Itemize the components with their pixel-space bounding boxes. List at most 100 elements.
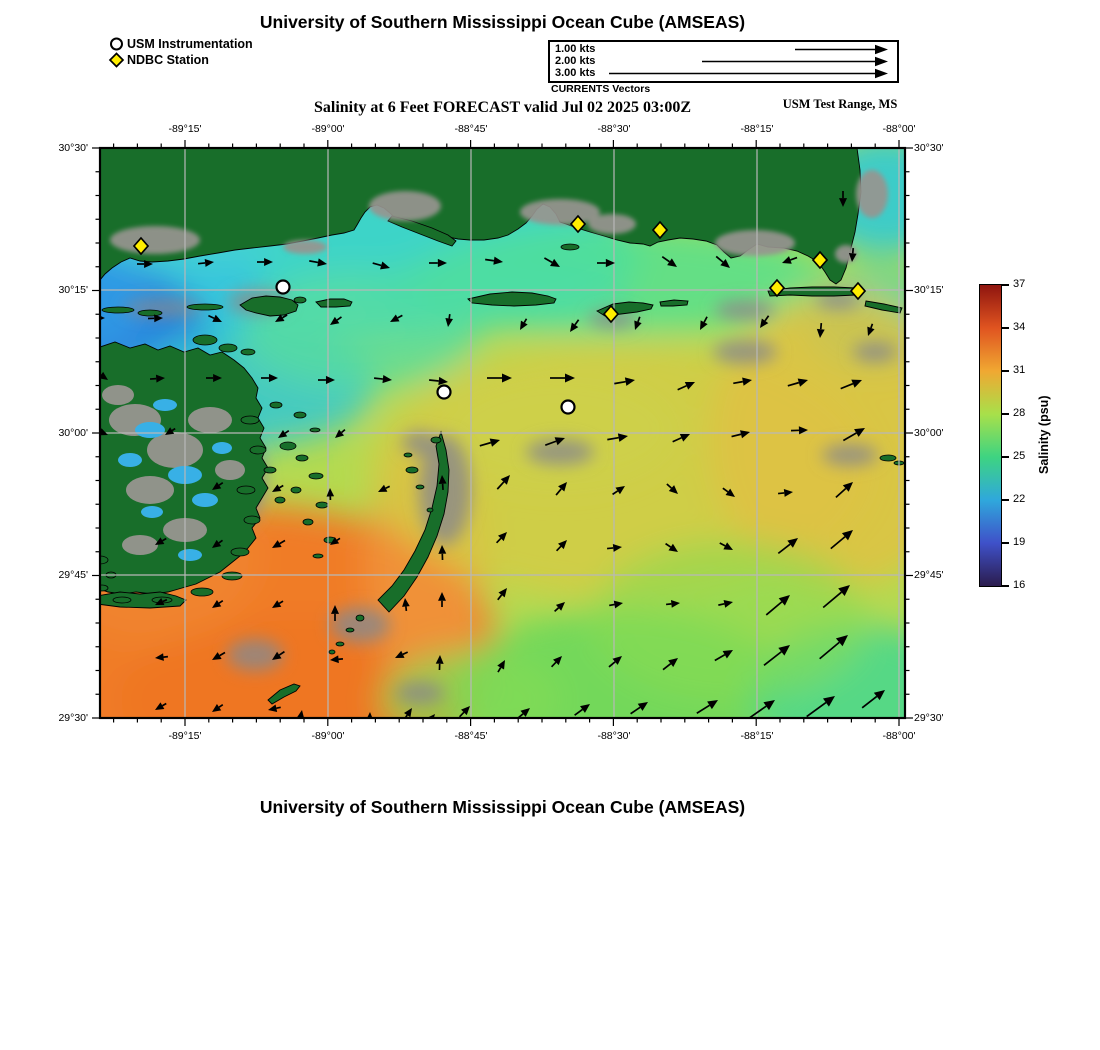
current-vector — [597, 258, 615, 268]
ndbc-station-marker — [768, 278, 786, 298]
lat-tick-label-left: 29°30' — [58, 712, 88, 724]
colorbar-tick — [1002, 456, 1009, 458]
current-vector — [374, 374, 392, 384]
currents-vector-legend: 1.00 kts 2.00 kts 3.00 kts — [548, 40, 899, 83]
current-vector — [155, 653, 169, 661]
lon-tick-label-bottom: -88°15' — [740, 730, 774, 742]
current-vector — [212, 600, 224, 608]
vector-legend-label: 1.00 kts — [555, 43, 596, 55]
current-vector — [714, 650, 733, 662]
current-vector — [609, 600, 623, 609]
ndbc-station-marker — [849, 281, 867, 301]
current-vector — [822, 585, 850, 609]
current-vector — [777, 538, 798, 555]
current-vector — [330, 655, 344, 664]
current-vector — [261, 373, 278, 383]
current-vector — [485, 256, 503, 265]
current-vector — [326, 488, 335, 501]
current-vector — [212, 482, 224, 490]
current-vector — [497, 588, 507, 601]
lon-tick-label-bottom: -89°00' — [311, 730, 345, 742]
current-vector — [662, 658, 678, 671]
current-vector — [696, 700, 718, 714]
current-vector — [612, 486, 625, 496]
current-vector — [848, 247, 857, 262]
current-vector — [390, 314, 403, 322]
colorbar-tick — [1002, 585, 1009, 587]
current-vector — [830, 530, 853, 550]
colorbar-tick-label: 19 — [1013, 536, 1026, 548]
region-label: USM Test Range, MS — [782, 97, 898, 111]
lon-tick-label-top: -89°15' — [168, 123, 202, 135]
current-vector — [272, 484, 284, 492]
lat-tick-label-right: 29°45' — [914, 569, 944, 581]
current-vector — [665, 542, 678, 552]
current-vector — [497, 660, 505, 673]
current-vector — [212, 704, 224, 712]
current-vector — [554, 602, 565, 612]
current-vector — [335, 428, 346, 438]
ndbc-station-marker — [602, 304, 620, 324]
colorbar-tick — [1002, 284, 1009, 286]
current-vector — [325, 718, 333, 731]
colorbar-tick — [1002, 327, 1009, 329]
current-vector — [543, 257, 560, 267]
usm-circle-icon — [110, 37, 123, 51]
current-vector — [272, 539, 286, 548]
current-vector — [790, 426, 808, 435]
colorbar-tick-label: 34 — [1013, 321, 1026, 333]
current-vector — [606, 543, 622, 552]
current-vector — [555, 482, 567, 496]
lon-tick-label-bottom: -88°30' — [597, 730, 631, 742]
current-vector — [787, 378, 808, 387]
current-vector — [763, 645, 790, 666]
current-vector — [197, 258, 214, 267]
current-vector — [835, 482, 853, 499]
current-vector — [137, 259, 153, 269]
current-vector — [438, 475, 447, 491]
urban-gray-patches — [110, 170, 888, 263]
ndbc-station-marker — [132, 236, 150, 256]
current-vector — [378, 484, 391, 492]
current-vector — [208, 314, 222, 322]
current-vector — [782, 256, 798, 264]
lon-tick-label-bottom: -88°45' — [454, 730, 488, 742]
currents-vector-caption: CURRENTS Vectors — [551, 83, 651, 95]
current-vector — [479, 438, 500, 447]
current-vector — [372, 261, 390, 270]
station-legend: USM Instrumentation NDBC Station — [108, 36, 253, 68]
current-vector — [212, 651, 226, 660]
lat-tick-label-right: 30°00' — [914, 427, 944, 439]
current-vector — [749, 700, 775, 718]
current-vector — [330, 316, 342, 325]
lat-tick-label-right: 30°30' — [914, 142, 944, 154]
colorbar-tick — [1002, 499, 1009, 501]
station-legend-item: USM Instrumentation — [108, 36, 253, 52]
current-vector — [438, 545, 447, 561]
current-vector — [544, 437, 565, 446]
current-vector — [677, 381, 695, 391]
current-vector — [495, 532, 507, 544]
ndbc-station-marker — [569, 214, 587, 234]
current-vector — [819, 635, 848, 660]
current-vector — [318, 375, 335, 385]
colorbar-tick-label: 31 — [1013, 364, 1026, 376]
ndbc-station-marker — [651, 220, 669, 240]
current-vector — [842, 428, 865, 442]
current-vector — [719, 542, 733, 550]
current-vector — [550, 373, 575, 383]
current-vector — [733, 377, 752, 386]
current-vector — [206, 373, 222, 383]
usm-station-marker — [436, 384, 452, 400]
current-vector — [731, 430, 750, 439]
colorbar-tick-label: 16 — [1013, 579, 1026, 591]
current-vector — [438, 592, 446, 607]
figure-title: University of Southern Mississippi Ocean… — [259, 12, 746, 32]
current-vector — [100, 428, 108, 436]
colorbar-gradient — [980, 285, 1001, 586]
salinity-colorbar — [979, 284, 1002, 587]
current-vector — [614, 377, 635, 386]
ndbc-diamond-icon — [108, 52, 125, 68]
lon-tick-label-bottom: -89°15' — [168, 730, 202, 742]
